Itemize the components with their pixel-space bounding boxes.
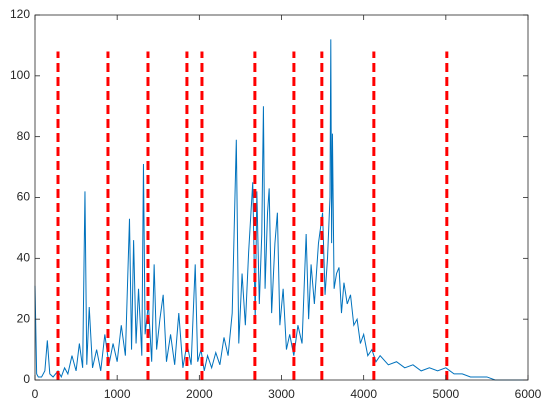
data-line (34, 39, 528, 381)
x-tick-label: 1000 (104, 387, 131, 401)
x-tick-label: 0 (32, 387, 39, 401)
y-tick-label: 20 (17, 311, 31, 325)
y-tick-label: 40 (17, 251, 31, 265)
x-tick-label: 3000 (268, 387, 295, 401)
x-tick-label: 2000 (186, 387, 213, 401)
y-tick-label: 0 (23, 372, 30, 386)
y-tick-label: 100 (10, 68, 30, 82)
x-tick-label: 4000 (350, 387, 377, 401)
y-tick-label: 60 (17, 190, 31, 204)
x-tick-label: 5000 (432, 387, 459, 401)
y-tick-label: 120 (10, 7, 30, 21)
y-tick-label: 80 (17, 129, 31, 143)
x-tick-label: 6000 (515, 387, 542, 401)
